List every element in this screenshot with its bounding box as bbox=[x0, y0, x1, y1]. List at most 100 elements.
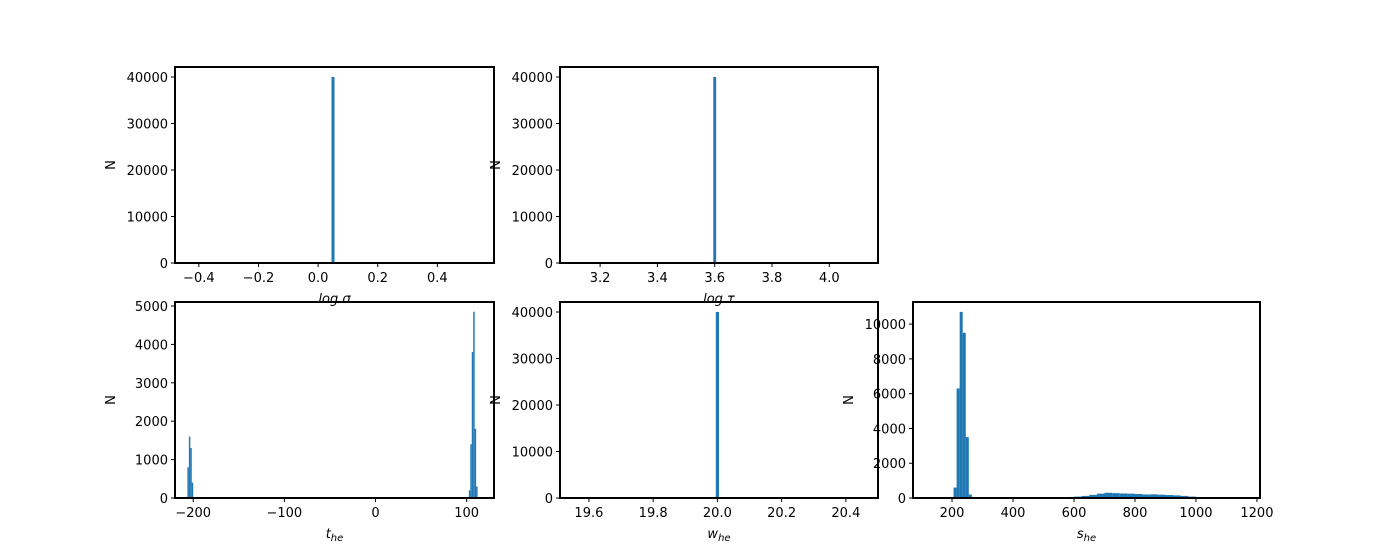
bar bbox=[713, 76, 717, 264]
bar bbox=[1096, 493, 1105, 498]
panel: 200 400 600 800 1000 1200 0 2000 4000 6000 8000 100… bbox=[842, 301, 1273, 544]
axes-frame bbox=[559, 66, 879, 264]
x-tick-label: −0.4 bbox=[183, 271, 215, 286]
bar bbox=[956, 388, 960, 498]
x-tick-label: 0 bbox=[371, 506, 379, 521]
x-axis-label-sub: he bbox=[718, 533, 731, 544]
y-tick-label: 40000 bbox=[127, 71, 168, 86]
bar bbox=[331, 76, 335, 264]
y-axis-label: N bbox=[104, 395, 119, 405]
x-tick-label: 0.2 bbox=[367, 271, 388, 286]
panel: 19.6 19.8 20.0 20.2 20.4 0 10000 20000 30000 4000… bbox=[489, 301, 879, 544]
y-tick-label: 20000 bbox=[512, 164, 553, 179]
x-tick-label: 800 bbox=[1123, 506, 1148, 521]
bar bbox=[965, 437, 969, 498]
x-tick-label: 1000 bbox=[1179, 506, 1212, 521]
x-tick-label: 19.8 bbox=[639, 506, 668, 521]
axes-frame bbox=[912, 301, 1261, 499]
x-tick-label: 0.4 bbox=[427, 271, 448, 286]
y-tick-label: 10000 bbox=[512, 210, 553, 225]
x-axis-label-text: w bbox=[707, 527, 718, 542]
bar bbox=[468, 490, 471, 498]
bar bbox=[1081, 495, 1090, 498]
x-tick-label: 3.2 bbox=[590, 271, 611, 286]
y-tick-label: 40000 bbox=[512, 306, 553, 321]
x-tick-label: 20.4 bbox=[831, 506, 860, 521]
bar bbox=[959, 311, 963, 498]
y-tick-label: 2000 bbox=[873, 457, 906, 472]
y-tick-label: 0 bbox=[545, 257, 553, 272]
bar bbox=[470, 444, 472, 498]
y-tick-label: 40000 bbox=[512, 71, 553, 86]
x-tick-label: 200 bbox=[940, 506, 965, 521]
x-tick-label: 3.6 bbox=[704, 271, 725, 286]
y-tick-label: 3000 bbox=[135, 377, 168, 392]
axes-frame bbox=[174, 301, 495, 499]
y-tick-label: 10000 bbox=[127, 210, 168, 225]
y-tick-label: 0 bbox=[545, 492, 553, 507]
x-tick-label: −200 bbox=[175, 506, 211, 521]
x-axis-label: the bbox=[326, 527, 344, 544]
y-tick-label: 5000 bbox=[135, 300, 168, 315]
y-tick-label: 30000 bbox=[512, 352, 553, 367]
bar bbox=[1134, 494, 1143, 498]
x-axis-label: she bbox=[1077, 527, 1096, 544]
bar bbox=[474, 428, 477, 498]
y-axis-label: N bbox=[104, 160, 119, 170]
x-tick-label: 3.4 bbox=[647, 271, 668, 286]
y-tick-label: 6000 bbox=[873, 388, 906, 403]
bar bbox=[953, 487, 957, 498]
x-tick-label: 400 bbox=[1001, 506, 1026, 521]
x-tick-label: 1200 bbox=[1240, 506, 1273, 521]
bar bbox=[1165, 495, 1174, 498]
x-axis-label-text: log σ bbox=[318, 292, 351, 307]
bar bbox=[1089, 494, 1097, 498]
x-axis-label-sub: he bbox=[1084, 533, 1097, 544]
y-tick-label: 20000 bbox=[127, 164, 168, 179]
x-tick-label: 19.6 bbox=[574, 506, 603, 521]
bar bbox=[471, 352, 474, 498]
bar bbox=[473, 311, 475, 498]
x-tick-label: −100 bbox=[267, 506, 303, 521]
y-tick-label: 8000 bbox=[873, 353, 906, 368]
bar bbox=[1104, 492, 1113, 498]
x-tick-label: 600 bbox=[1062, 506, 1087, 521]
x-tick-label: −0.2 bbox=[243, 271, 275, 286]
bar bbox=[1150, 494, 1158, 498]
bar bbox=[187, 467, 189, 498]
y-axis-label: N bbox=[489, 395, 504, 405]
x-tick-label: 20.2 bbox=[767, 506, 796, 521]
y-tick-label: 30000 bbox=[512, 117, 553, 132]
axes-frame bbox=[174, 66, 495, 264]
bar bbox=[1112, 493, 1120, 498]
x-axis-label: whe bbox=[707, 527, 730, 544]
y-tick-label: 10000 bbox=[865, 318, 906, 333]
bar bbox=[962, 332, 966, 498]
bar bbox=[1119, 493, 1128, 498]
y-tick-label: 4000 bbox=[873, 422, 906, 437]
x-tick-label: 4.0 bbox=[819, 271, 840, 286]
bar bbox=[191, 482, 194, 498]
x-tick-label: 3.8 bbox=[762, 271, 783, 286]
bar bbox=[188, 436, 191, 498]
bar bbox=[476, 486, 478, 498]
y-tick-label: 20000 bbox=[512, 399, 553, 414]
y-axis-label: N bbox=[842, 395, 857, 405]
panel: −0.4 −0.2 0.0 0.2 0.4 0 10000 20000 30000 40000 lo… bbox=[104, 66, 495, 307]
x-axis-label-text: s bbox=[1077, 527, 1084, 542]
y-tick-label: 2000 bbox=[135, 415, 168, 430]
x-axis-label-text: t bbox=[326, 527, 332, 542]
y-tick-label: 0 bbox=[160, 492, 168, 507]
x-axis-label: log τ bbox=[703, 292, 735, 307]
bar bbox=[190, 448, 192, 498]
x-tick-label: 100 bbox=[454, 506, 479, 521]
x-axis-label-sub: he bbox=[331, 533, 344, 544]
y-axis-label: N bbox=[489, 160, 504, 170]
x-tick-label: 20.0 bbox=[703, 506, 732, 521]
axes-frame bbox=[559, 301, 879, 499]
y-tick-label: 30000 bbox=[127, 117, 168, 132]
bar bbox=[968, 494, 972, 498]
y-tick-label: 0 bbox=[160, 257, 168, 272]
